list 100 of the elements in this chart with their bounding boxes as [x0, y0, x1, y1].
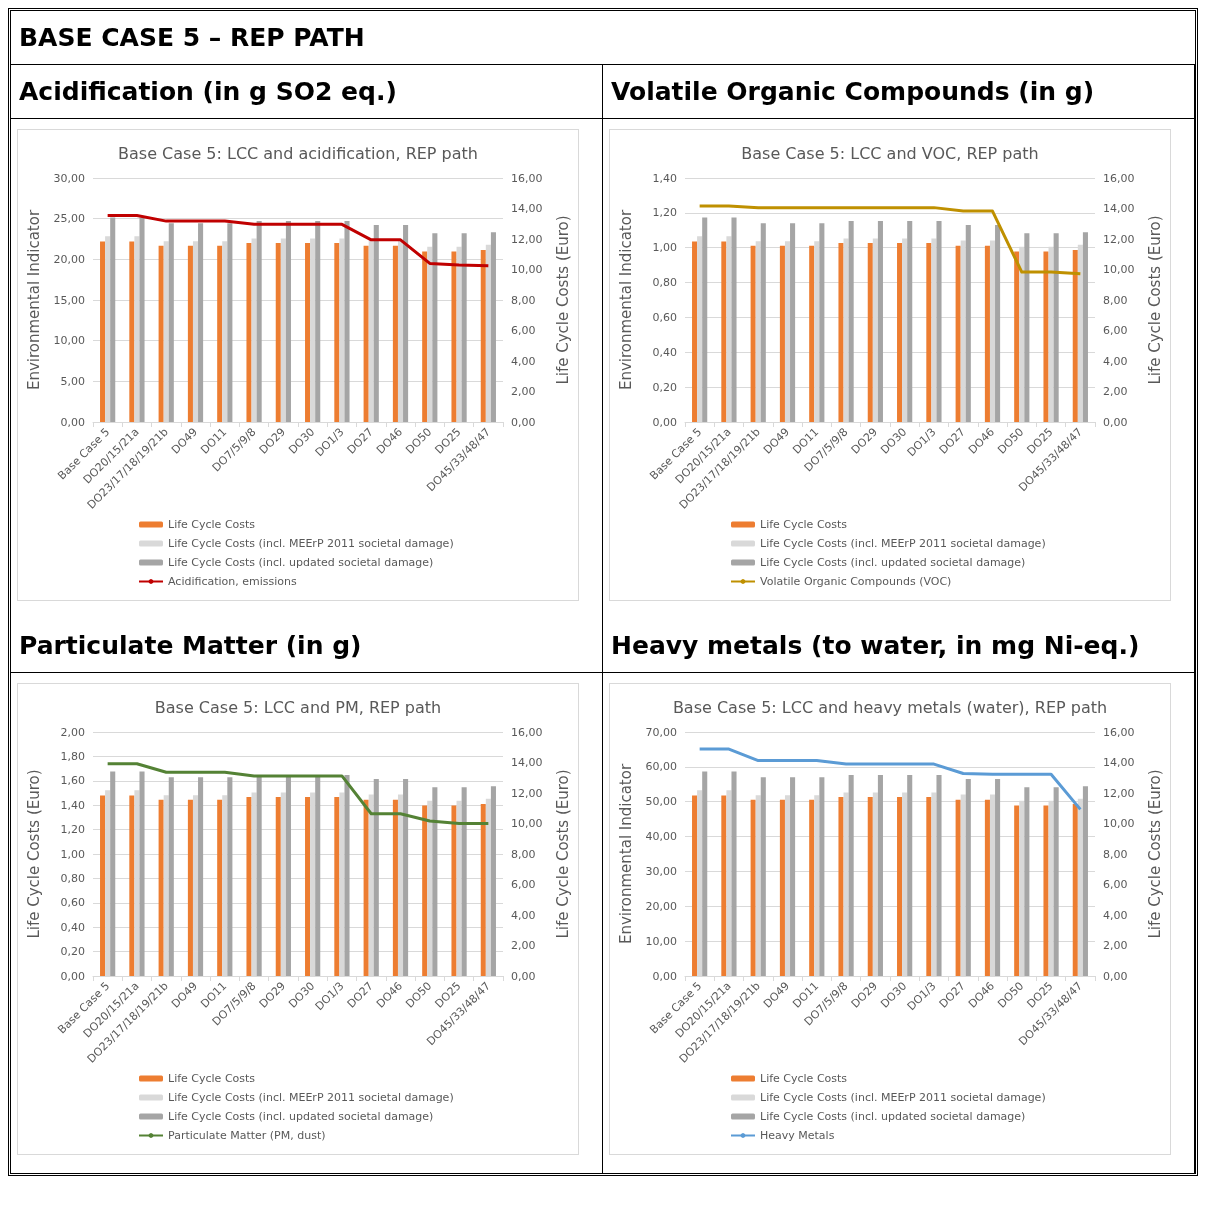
y-tick-label: 0,80	[652, 276, 677, 290]
y-tick-label: 1,40	[652, 171, 677, 185]
text: Acidification (in g SO2 eq.)	[11, 65, 602, 119]
y2-tick-label: 14,00	[511, 202, 543, 215]
y2-tick-label: 10,00	[511, 817, 543, 830]
y2-tick-label: 2,00	[1103, 939, 1128, 952]
chart-title: Base Case 5: LCC and VOC, REP path	[741, 144, 1039, 163]
text: Heavy metals (to water, in mg Ni-eq.)	[603, 619, 1194, 673]
y-axis-title: Environmental Indicator	[616, 763, 635, 945]
y-tick-label: 0,00	[652, 969, 677, 983]
legend-label: Heavy Metals	[760, 1129, 835, 1142]
y-tick-label: 1,60	[60, 774, 85, 788]
y-tick-label: 30,00	[645, 864, 677, 878]
y2-tick-label: 0,00	[511, 969, 536, 983]
legend-label: Life Cycle Costs (incl. updated societal damage)	[760, 1110, 1026, 1123]
y-axis-title: Environmental Indicator	[24, 209, 43, 391]
text: BASE CASE 5 – REP PATH	[11, 11, 1195, 65]
y2-tick-label: 14,00	[511, 756, 543, 769]
y2-axis-title: Life Cycle Costs (Euro)	[1145, 769, 1164, 939]
y2-tick-label: 8,00	[1103, 293, 1128, 307]
y-tick-label: 1,80	[60, 749, 85, 763]
legend-label: Volatile Organic Compounds (VOC)	[760, 575, 952, 588]
y2-tick-label: 8,00	[1103, 847, 1128, 861]
y2-tick-label: 16,00	[511, 171, 543, 185]
legend-label: Particulate Matter (PM, dust)	[168, 1129, 326, 1142]
y2-tick-label: 0,00	[511, 415, 536, 429]
y2-tick-label: 0,00	[1103, 969, 1128, 983]
y2-tick-label: 0,00	[1103, 415, 1128, 429]
y2-tick-label: 8,00	[511, 847, 536, 861]
y2-tick-label: 2,00	[511, 385, 536, 398]
y-tick-label: 2,00	[60, 725, 85, 739]
legend-label: Life Cycle Costs (incl. MEErP 2011 societal damage)	[760, 1091, 1046, 1104]
legend-label: Life Cycle Costs (incl. MEErP 2011 societal damage)	[760, 537, 1046, 550]
legend-label: Life Cycle Costs (incl. updated societal damage)	[760, 556, 1026, 569]
y2-tick-label: 16,00	[1103, 725, 1135, 739]
y-tick-label: 25,00	[53, 212, 85, 226]
y-tick-label: 5,00	[60, 374, 85, 388]
chart-title: Base Case 5: LCC and heavy metals (water), REP path	[672, 698, 1108, 717]
legend-label: Acidification, emissions	[168, 575, 298, 588]
y2-tick-label: 10,00	[1103, 263, 1135, 276]
y2-tick-label: 6,00	[1103, 878, 1128, 891]
y-tick-label: 60,00	[645, 760, 677, 774]
y2-tick-label: 4,00	[511, 354, 536, 368]
y2-tick-label: 10,00	[1103, 817, 1135, 830]
y2-tick-label: 12,00	[511, 786, 543, 800]
chart-title: Base Case 5: LCC and PM, REP path	[154, 698, 442, 717]
legend-label: Life Cycle Costs	[168, 518, 256, 531]
y2-tick-label: 14,00	[1103, 202, 1135, 215]
y2-axis-title: Life Cycle Costs (Euro)	[553, 769, 572, 939]
y-tick-label: 0,00	[60, 415, 85, 429]
y2-axis-title: Life Cycle Costs (Euro)	[553, 215, 572, 385]
y-tick-label: 10,00	[53, 334, 85, 348]
y-tick-label: 0,00	[60, 969, 85, 983]
legend-label: Life Cycle Costs (incl. MEErP 2011 societal damage)	[168, 537, 454, 550]
y-tick-label: 20,00	[645, 899, 677, 913]
y-tick-label: 0,60	[60, 896, 85, 910]
y-axis-title: Life Cycle Costs (Euro)	[24, 769, 43, 939]
y-tick-label: 50,00	[645, 795, 677, 809]
legend-label: Life Cycle Costs	[760, 518, 848, 531]
y-tick-label: 0,20	[60, 945, 85, 959]
y2-tick-label: 16,00	[511, 725, 543, 739]
y2-tick-label: 2,00	[511, 939, 536, 952]
text: Volatile Organic Compounds (in g)	[603, 65, 1194, 119]
y-tick-label: 0,40	[652, 345, 677, 359]
y2-tick-label: 6,00	[1103, 324, 1128, 337]
y-tick-label: 0,00	[652, 415, 677, 429]
y-tick-label: 70,00	[645, 725, 677, 739]
y-tick-label: 40,00	[645, 830, 677, 844]
legend-label: Life Cycle Costs (incl. updated societal damage)	[168, 556, 434, 569]
y-tick-label: 10,00	[645, 934, 677, 948]
y2-axis-title: Life Cycle Costs (Euro)	[1145, 215, 1164, 385]
y-tick-label: 1,20	[60, 823, 85, 837]
y-tick-label: 0,60	[652, 310, 677, 324]
y-tick-label: 15,00	[53, 293, 85, 307]
y2-tick-label: 12,00	[1103, 786, 1135, 800]
y2-tick-label: 12,00	[511, 232, 543, 246]
y-tick-label: 30,00	[53, 171, 85, 185]
y2-tick-label: 16,00	[1103, 171, 1135, 185]
y2-tick-label: 14,00	[1103, 756, 1135, 769]
legend-label: Life Cycle Costs (incl. MEErP 2011 societal damage)	[168, 1091, 454, 1104]
y-tick-label: 0,40	[60, 920, 85, 934]
y2-tick-label: 4,00	[511, 908, 536, 922]
y-tick-label: 20,00	[53, 252, 85, 266]
y-tick-label: 0,80	[60, 871, 85, 885]
text: Particulate Matter (in g)	[11, 619, 602, 673]
y-tick-label: 1,00	[652, 241, 677, 255]
legend-label: Life Cycle Costs	[760, 1072, 848, 1085]
legend-label: Life Cycle Costs	[168, 1072, 256, 1085]
y2-tick-label: 6,00	[511, 878, 536, 891]
y2-tick-label: 10,00	[511, 263, 543, 276]
y2-tick-label: 8,00	[511, 293, 536, 307]
y-tick-label: 1,20	[652, 206, 677, 220]
y-tick-label: 0,20	[652, 380, 677, 394]
y2-tick-label: 4,00	[1103, 354, 1128, 368]
y2-tick-label: 6,00	[511, 324, 536, 337]
legend-label: Life Cycle Costs (incl. updated societal damage)	[168, 1110, 434, 1123]
y-tick-label: 1,40	[60, 798, 85, 812]
y-axis-title: Environmental Indicator	[616, 209, 635, 391]
y2-tick-label: 12,00	[1103, 232, 1135, 246]
y2-tick-label: 4,00	[1103, 908, 1128, 922]
